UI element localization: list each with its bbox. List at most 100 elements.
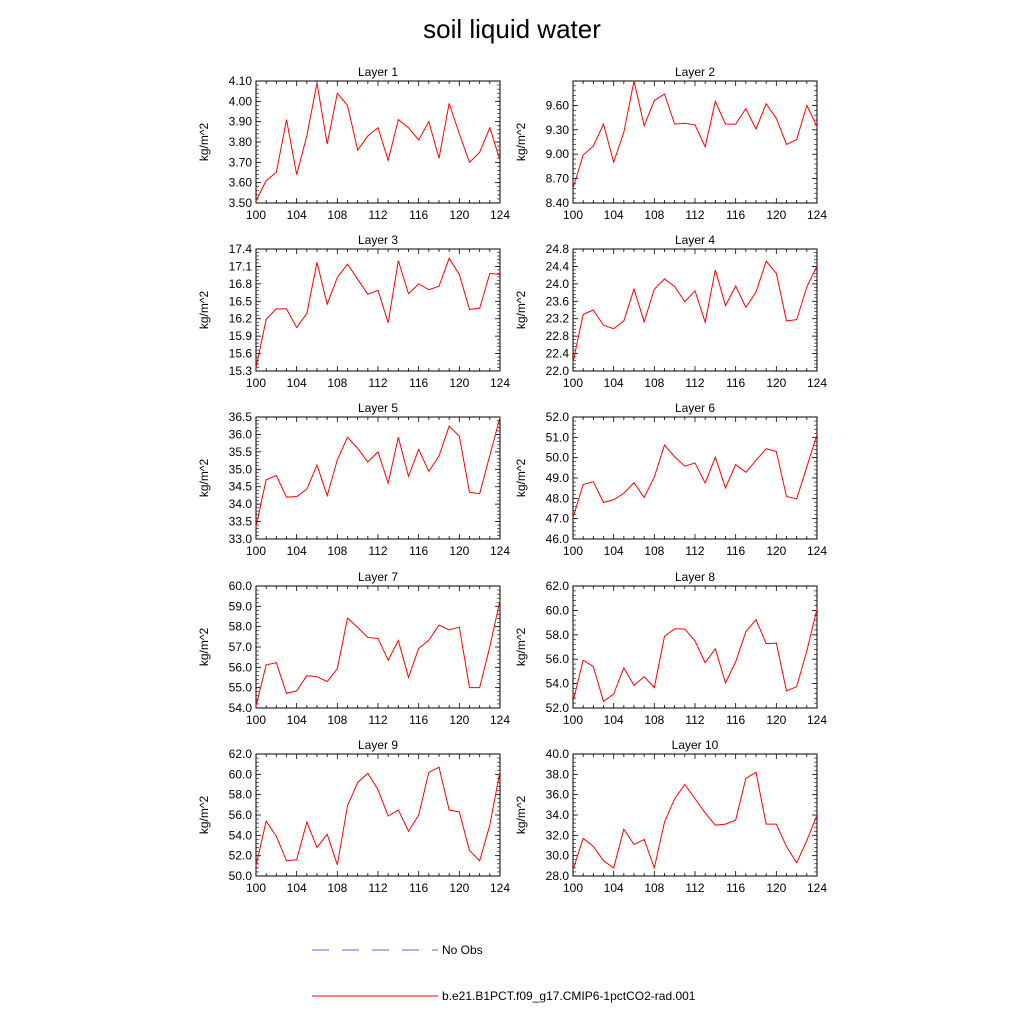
y-tick-label: 34.5: [229, 480, 253, 494]
x-tick-label: 108: [327, 713, 347, 727]
y-tick-label: 16.2: [229, 312, 253, 326]
legend-label-1: No Obs: [442, 943, 483, 957]
panel-2: Layer 2 kg/m^2 100 104 108 112 116 120 124 8.40 8.…: [514, 65, 827, 222]
y-tick-label: 56.0: [546, 652, 570, 666]
plot-frame: [572, 753, 818, 877]
y-tick-label: 24.4: [546, 259, 570, 273]
y-tick-label: 30.0: [546, 849, 570, 863]
x-tick-label: 124: [807, 208, 827, 222]
x-tick-label: 112: [685, 713, 704, 727]
x-tick-label: 124: [807, 544, 827, 558]
y-tick-label: 58.0: [229, 620, 253, 634]
y-axis-label: kg/m^2: [514, 459, 528, 498]
x-tick-label: 120: [766, 881, 786, 895]
y-tick-label: 54.0: [229, 828, 253, 842]
x-tick-label: 124: [490, 208, 510, 222]
y-tick-label: 36.5: [229, 410, 253, 424]
plot-frame: [255, 585, 501, 709]
y-tick-label: 35.5: [229, 445, 253, 459]
y-tick-label: 3.80: [229, 135, 253, 149]
y-tick-label: 36.0: [229, 427, 253, 441]
y-tick-label: 62.0: [546, 579, 570, 593]
x-tick-label: 120: [766, 376, 786, 390]
plot-frame: [572, 248, 818, 372]
plot-frame: [572, 416, 818, 540]
panel-4: Layer 4 kg/m^2 100 104 108 112 116 120 124 22.0 22…: [514, 233, 827, 390]
y-axis-label: kg/m^2: [197, 628, 211, 667]
y-tick-label: 60.0: [229, 579, 253, 593]
y-tick-label: 34.0: [546, 808, 570, 822]
x-tick-label: 124: [490, 544, 510, 558]
y-tick-label: 15.6: [229, 347, 253, 361]
y-tick-label: 24.8: [546, 242, 570, 256]
panel-title: Layer 10: [672, 738, 719, 752]
y-tick-label: 49.0: [546, 471, 570, 485]
y-tick-label: 9.30: [546, 123, 570, 137]
y-tick-label: 17.4: [229, 242, 253, 256]
y-tick-label: 47.0: [546, 512, 570, 526]
x-tick-label: 100: [246, 544, 266, 558]
panel-10: Layer 10 kg/m^2 100 104 108 112 116 120 124 28.0 3…: [514, 738, 827, 895]
x-tick-label: 124: [807, 713, 827, 727]
y-axis-label: kg/m^2: [197, 459, 211, 498]
y-tick-label: 9.60: [546, 98, 570, 112]
x-tick-label: 100: [563, 376, 583, 390]
y-tick-label: 22.4: [546, 347, 570, 361]
y-tick-label: 3.60: [229, 176, 253, 190]
x-tick-label: 124: [807, 881, 827, 895]
x-tick-label: 108: [644, 544, 664, 558]
y-tick-label: 15.3: [229, 364, 253, 378]
y-axis-label: kg/m^2: [514, 796, 528, 835]
y-tick-label: 52.0: [546, 410, 570, 424]
y-tick-label: 4.00: [229, 94, 253, 108]
x-tick-label: 104: [604, 713, 624, 727]
y-axis-label: kg/m^2: [514, 628, 528, 667]
y-tick-label: 52.0: [546, 701, 570, 715]
x-tick-label: 100: [246, 376, 266, 390]
y-tick-label: 46.0: [546, 532, 570, 546]
x-tick-label: 124: [490, 376, 510, 390]
x-tick-label: 108: [644, 208, 664, 222]
x-tick-label: 100: [246, 208, 266, 222]
x-tick-label: 104: [604, 208, 624, 222]
x-tick-label: 108: [644, 713, 664, 727]
panel-title: Layer 7: [358, 570, 398, 584]
page-title: soil liquid water: [423, 14, 601, 44]
x-tick-label: 104: [604, 544, 624, 558]
x-tick-label: 120: [449, 376, 469, 390]
plot-frame: [255, 416, 501, 540]
x-tick-label: 112: [685, 881, 704, 895]
y-tick-label: 3.70: [229, 155, 253, 169]
y-tick-label: 4.10: [229, 74, 253, 88]
panel-7: Layer 7 kg/m^2 100 104 108 112 116 120 124 54.0 55…: [197, 570, 510, 727]
x-tick-label: 112: [685, 208, 704, 222]
x-tick-label: 100: [246, 713, 266, 727]
y-tick-label: 56.0: [229, 660, 253, 674]
y-tick-label: 33.5: [229, 515, 253, 529]
y-tick-label: 35.0: [229, 462, 253, 476]
x-tick-label: 120: [766, 713, 786, 727]
panel-5: Layer 5 kg/m^2 100 104 108 112 116 120 124 33.0 33…: [197, 401, 510, 558]
y-tick-label: 60.0: [229, 767, 253, 781]
x-tick-label: 100: [563, 544, 583, 558]
x-tick-label: 116: [726, 544, 745, 558]
x-tick-label: 100: [563, 881, 583, 895]
panel-title: Layer 4: [675, 233, 715, 247]
x-tick-label: 104: [287, 881, 307, 895]
plot-frame: [255, 753, 501, 877]
panel-3: Layer 3 kg/m^2 100 104 108 112 116 120 124 15.3 15…: [197, 233, 510, 390]
series-line-1: [572, 771, 818, 871]
y-tick-label: 24.0: [546, 277, 570, 291]
series-line-1: [255, 417, 501, 527]
y-axis-label: kg/m^2: [197, 796, 211, 835]
y-tick-label: 23.2: [546, 312, 570, 326]
y-tick-label: 60.0: [546, 603, 570, 617]
y-tick-label: 16.5: [229, 294, 253, 308]
y-tick-label: 22.0: [546, 364, 570, 378]
y-tick-label: 50.0: [546, 451, 570, 465]
x-tick-label: 124: [807, 376, 827, 390]
x-tick-label: 116: [409, 713, 428, 727]
legend-label-2: b.e21.B1PCT.f09_g17.CMIP6-1pctCO2-rad.00…: [442, 989, 696, 1003]
x-tick-label: 112: [685, 376, 704, 390]
x-tick-label: 112: [368, 881, 387, 895]
